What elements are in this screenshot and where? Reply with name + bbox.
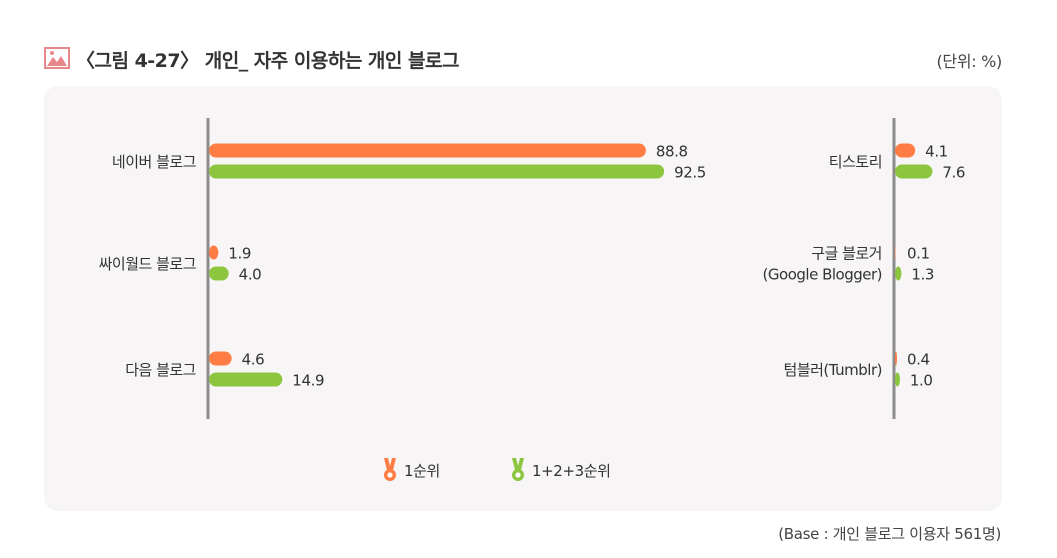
data-label: 88.8 [656,143,688,161]
bar-rank123 [209,266,229,281]
bar-chart: 네이버 블로그 88.8 92.5 싸이월드 블로그 1.9 4.0 다음 블로그 4.6 14… [99,118,965,481]
category-label: 네이버 블로그 [112,153,196,171]
bar-rank123 [895,266,902,281]
base-note: (Base : 개인 블로그 이용자 561명) [778,525,1001,543]
medal-icon-center [515,472,521,478]
unit-label: (단위: %) [936,52,1002,71]
category-label: 싸이월드 블로그 [99,255,196,273]
bar-rank1 [895,351,897,366]
bar-rank1 [209,351,232,366]
data-label: 92.5 [674,164,706,182]
data-label: 0.4 [907,351,930,369]
legend-label: 1순위 [404,462,440,480]
chart-header: 〈그림 4-27〉 개인_ 자주 이용하는 개인 블로그 (단위: %) [44,44,1002,74]
category-label: 텀블러(Tumblr) [784,361,882,379]
category-label: 다음 블로그 [125,361,196,379]
bar-rank123 [209,372,283,387]
bar-rank1 [209,245,219,260]
data-label: 4.0 [239,266,262,284]
chart-panel: 네이버 블로그 88.8 92.5 싸이월드 블로그 1.9 4.0 다음 블로그 4.6 14… [44,86,1002,511]
data-label: 14.9 [292,372,324,390]
category-label: 티스토리 [829,153,882,171]
data-label: 4.6 [242,351,265,369]
medal-icon [512,458,524,470]
bar-rank123 [209,164,665,179]
image-icon [44,47,70,69]
chart-title: 〈그림 4-27〉 개인_ 자주 이용하는 개인 블로그 [76,50,459,72]
bar-rank123 [895,164,933,179]
data-label: 1.9 [228,245,251,263]
data-label: 4.1 [925,143,948,161]
legend-label: 1+2+3순위 [532,462,611,480]
medal-icon [384,458,396,470]
data-label: 7.6 [942,164,965,182]
data-label: 0.1 [907,245,930,263]
data-label: 1.3 [911,266,934,284]
legend-rank1: 1순위 [384,458,440,481]
bar-rank1 [209,143,646,158]
data-label: 1.0 [910,372,933,390]
category-label: 구글 블로거 (Google Blogger) [763,245,882,284]
legend-rank123: 1+2+3순위 [512,458,611,481]
bar-rank1 [895,143,916,158]
bar-rank123 [895,372,900,387]
medal-icon-center [387,472,393,478]
